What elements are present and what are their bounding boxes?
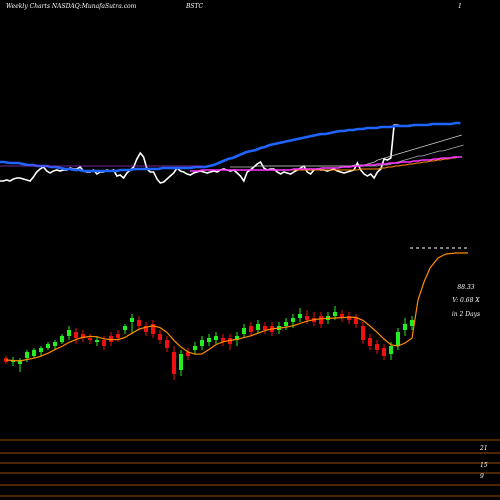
candle-body	[165, 340, 169, 348]
candle-body	[333, 312, 337, 316]
candle-body	[340, 314, 344, 318]
candle-body	[375, 344, 379, 350]
candle-body	[214, 336, 218, 340]
moving-average-line	[280, 156, 462, 171]
candle-body	[221, 338, 225, 342]
price-moving-average-line	[5, 252, 468, 362]
candle-body	[137, 320, 141, 326]
candle-body	[368, 338, 372, 346]
price-label: 88.33	[457, 284, 474, 291]
candle-body	[179, 354, 183, 370]
candle-body	[123, 326, 127, 330]
candle-body	[347, 316, 351, 320]
candle-body	[95, 340, 99, 342]
level-label: 15	[480, 462, 488, 469]
candle-body	[39, 348, 43, 352]
candle-body	[102, 340, 106, 346]
candle-body	[389, 346, 393, 354]
moving-average-line	[190, 156, 462, 172]
candle-body	[242, 328, 246, 334]
candle-body	[284, 322, 288, 326]
candle-body	[67, 330, 71, 336]
candle-body	[186, 352, 190, 356]
candle-body	[81, 334, 85, 338]
candle-body	[158, 334, 162, 340]
candle-body	[256, 324, 260, 330]
candle-body	[410, 320, 414, 326]
level-label: 21	[479, 445, 488, 452]
candle-body	[18, 360, 22, 364]
candle-body	[46, 344, 50, 348]
candle-body	[88, 338, 92, 340]
candle-body	[291, 318, 295, 322]
candle-body	[235, 336, 239, 340]
candle-body	[151, 324, 155, 334]
candle-body	[25, 352, 29, 358]
price-panel	[4, 247, 468, 380]
candle-body	[354, 318, 358, 324]
candle-body	[249, 326, 253, 332]
level-label: 9	[480, 473, 484, 480]
candle-body	[144, 326, 148, 332]
volume-label: V: 0.68 X	[452, 297, 480, 304]
candle-body	[263, 326, 267, 330]
candle-body	[319, 316, 323, 324]
candle-body	[172, 352, 176, 374]
candle-body	[382, 348, 386, 356]
candle-body	[361, 326, 365, 340]
levels-panel: 21 15 9	[0, 439, 500, 497]
candle-body	[200, 340, 204, 346]
days-label: in 2 Days	[452, 311, 480, 318]
candle-body	[116, 334, 120, 338]
candle-body	[207, 338, 211, 342]
candle-body	[193, 346, 197, 350]
candle-body	[130, 318, 134, 322]
chart-symbol: BSTC	[185, 3, 204, 10]
candle-body	[396, 332, 400, 346]
candle-body	[298, 314, 302, 318]
chart-title: Weekly Charts NASDAQ:MunafaSutra.com	[6, 3, 137, 10]
moving-average-line	[0, 121, 461, 173]
chart-page-number: 1	[458, 3, 462, 10]
candle-body	[403, 324, 407, 330]
moving-average-panel	[0, 121, 464, 184]
candle-body	[305, 316, 309, 320]
candle-body	[74, 332, 78, 338]
candle-body	[60, 336, 64, 342]
candle-body	[32, 350, 36, 356]
candle-body	[53, 342, 57, 346]
